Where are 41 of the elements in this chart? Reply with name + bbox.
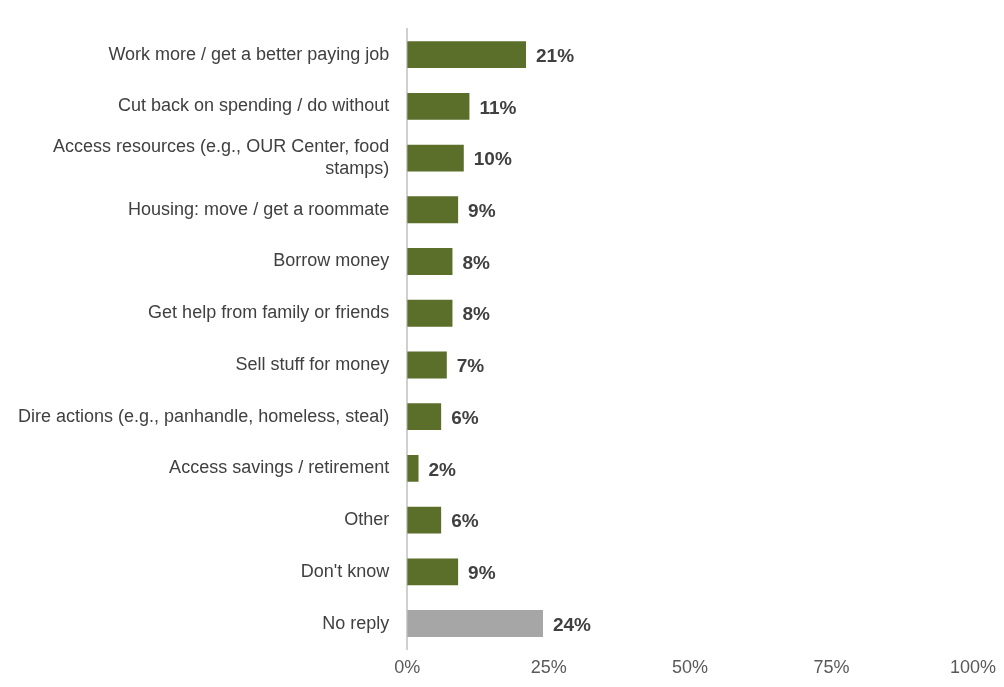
- y-tick-label: Borrow money: [273, 250, 390, 271]
- data-label: 9%: [468, 562, 496, 584]
- x-tick-label: 100%: [949, 657, 996, 678]
- data-label: 2%: [428, 458, 457, 480]
- bar: [407, 558, 459, 586]
- bar: [407, 454, 419, 482]
- y-tick-label: No reply: [322, 612, 390, 633]
- bar: [407, 403, 442, 431]
- y-tick-label: Dire actions (e.g., panhandle, homeless, steal): [17, 405, 390, 426]
- bar: [407, 610, 543, 637]
- x-tick-label: 25%: [530, 657, 567, 678]
- bar: [407, 144, 464, 172]
- y-tick-label: Access resources (e.g., OUR Center, food stamps): [53, 136, 390, 178]
- data-label: 10%: [473, 148, 512, 170]
- data-label: 21%: [536, 44, 575, 66]
- data-label: 8%: [462, 303, 491, 325]
- data-label: 6%: [451, 406, 479, 428]
- bar: [407, 196, 459, 224]
- x-tick-label: 0%: [394, 657, 421, 678]
- y-tick-label: Access savings / retirement: [169, 457, 390, 478]
- y-tick-label: Cut back on spending / do without: [118, 95, 390, 116]
- bar: [407, 506, 442, 534]
- bar: [407, 351, 447, 379]
- x-tick-label: 50%: [672, 657, 709, 678]
- data-label: 8%: [462, 251, 491, 273]
- data-label: 9%: [468, 200, 496, 222]
- y-tick-label: Get help from family or friends: [148, 302, 390, 323]
- bar: [407, 41, 527, 69]
- x-tick-label: 75%: [813, 657, 850, 678]
- y-tick-label: Work more / get a better paying job: [108, 43, 390, 64]
- bar: [407, 299, 453, 327]
- data-label: 7%: [456, 355, 485, 377]
- data-label: 11%: [479, 96, 517, 118]
- bar: [407, 92, 470, 120]
- y-tick-label: Don't know: [300, 560, 391, 581]
- y-tick-label: Housing: move / get a roommate: [128, 198, 390, 219]
- y-tick-label: Other: [344, 509, 390, 530]
- data-label: 24%: [552, 613, 592, 635]
- y-tick-label: Sell stuff for money: [235, 353, 390, 374]
- data-label: 6%: [451, 510, 479, 532]
- bar: [407, 248, 453, 275]
